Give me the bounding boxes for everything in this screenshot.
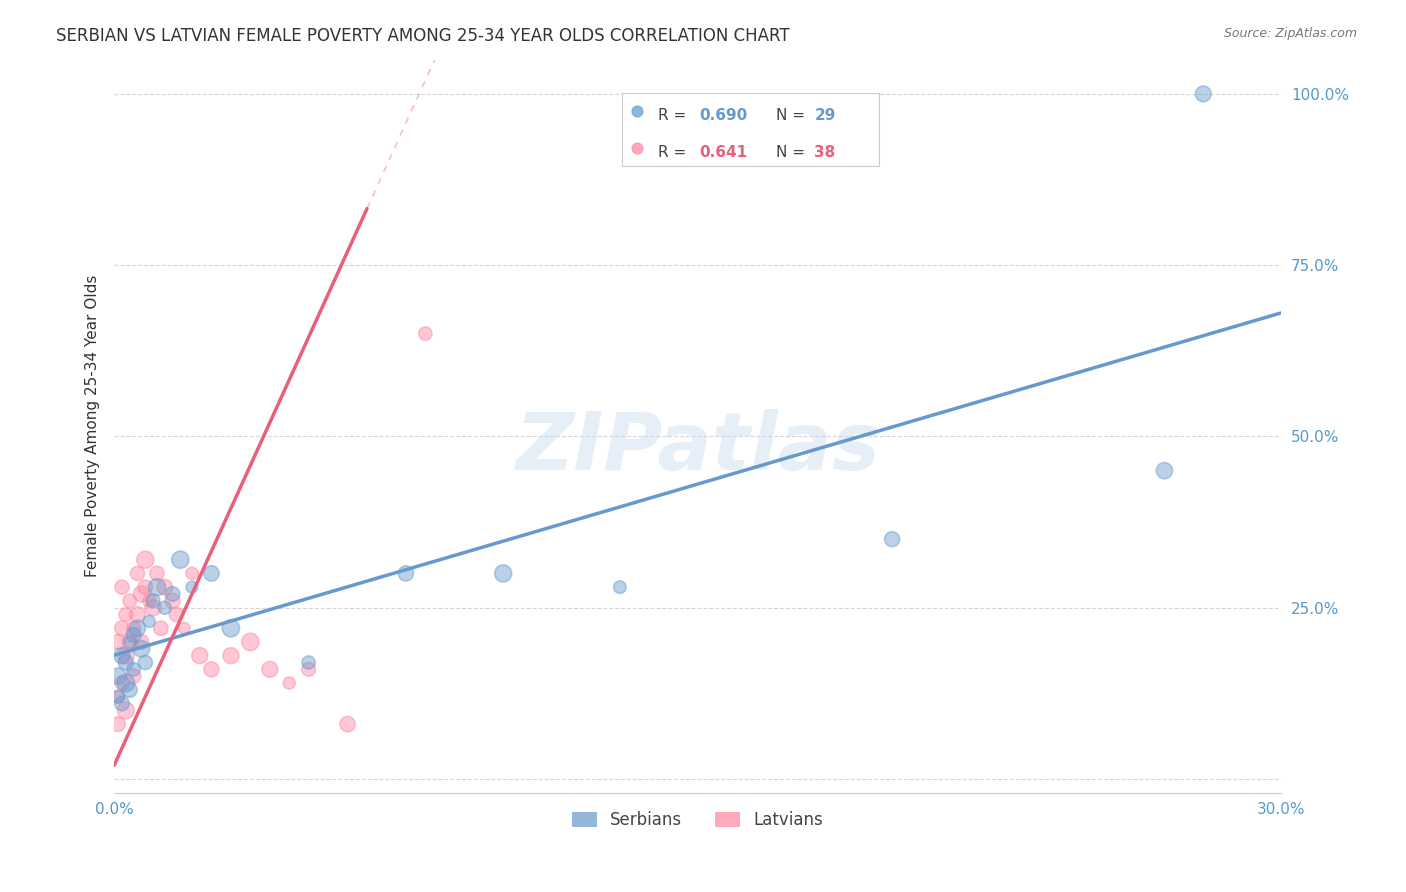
Point — [609, 580, 631, 594]
Point — [107, 635, 129, 649]
Point — [134, 580, 156, 594]
Point — [146, 566, 169, 581]
Point — [336, 717, 359, 731]
Point — [131, 587, 153, 601]
Point — [162, 594, 184, 608]
Point — [415, 326, 437, 341]
Point — [111, 648, 134, 663]
Point — [492, 566, 515, 581]
Point — [131, 635, 153, 649]
Point — [188, 648, 211, 663]
Point — [107, 690, 129, 704]
Point — [162, 587, 184, 601]
Legend: Serbians, Latvians: Serbians, Latvians — [565, 805, 831, 836]
Point — [131, 641, 153, 656]
Point — [146, 580, 169, 594]
Point — [169, 552, 191, 566]
Point — [239, 635, 262, 649]
Point — [298, 656, 321, 670]
Point — [142, 594, 165, 608]
Point — [165, 607, 187, 622]
Point — [115, 703, 138, 717]
Point — [118, 635, 141, 649]
Point — [115, 607, 138, 622]
Y-axis label: Female Poverty Among 25-34 Year Olds: Female Poverty Among 25-34 Year Olds — [86, 275, 100, 577]
Point — [1153, 464, 1175, 478]
Point — [181, 566, 204, 581]
Point — [138, 615, 160, 629]
Point — [1192, 87, 1215, 101]
Point — [107, 669, 129, 683]
Point — [153, 580, 176, 594]
Point — [107, 690, 129, 704]
Point — [200, 566, 222, 581]
Point — [138, 594, 160, 608]
Point — [259, 662, 281, 676]
Point — [153, 600, 176, 615]
Point — [122, 662, 145, 676]
Point — [118, 594, 141, 608]
Point — [134, 656, 156, 670]
Point — [111, 580, 134, 594]
Point — [219, 648, 242, 663]
Point — [173, 621, 195, 635]
Point — [149, 621, 172, 635]
Point — [115, 656, 138, 670]
Point — [122, 621, 145, 635]
Point — [395, 566, 418, 581]
Text: ZIPatlas: ZIPatlas — [515, 409, 880, 487]
Point — [118, 635, 141, 649]
Point — [200, 662, 222, 676]
Point — [882, 532, 904, 546]
Point — [278, 676, 301, 690]
Point — [142, 600, 165, 615]
Point — [181, 580, 204, 594]
Point — [118, 682, 141, 697]
Point — [298, 662, 321, 676]
Text: Source: ZipAtlas.com: Source: ZipAtlas.com — [1223, 27, 1357, 40]
Point — [115, 648, 138, 663]
Point — [111, 621, 134, 635]
Point — [127, 607, 149, 622]
Point — [115, 676, 138, 690]
Point — [122, 669, 145, 683]
Point — [111, 676, 134, 690]
Text: SERBIAN VS LATVIAN FEMALE POVERTY AMONG 25-34 YEAR OLDS CORRELATION CHART: SERBIAN VS LATVIAN FEMALE POVERTY AMONG … — [56, 27, 790, 45]
Point — [127, 621, 149, 635]
Point — [127, 566, 149, 581]
Point — [219, 621, 242, 635]
Point — [107, 717, 129, 731]
Point — [134, 552, 156, 566]
Point — [122, 628, 145, 642]
Point — [686, 107, 709, 121]
Point — [111, 697, 134, 711]
